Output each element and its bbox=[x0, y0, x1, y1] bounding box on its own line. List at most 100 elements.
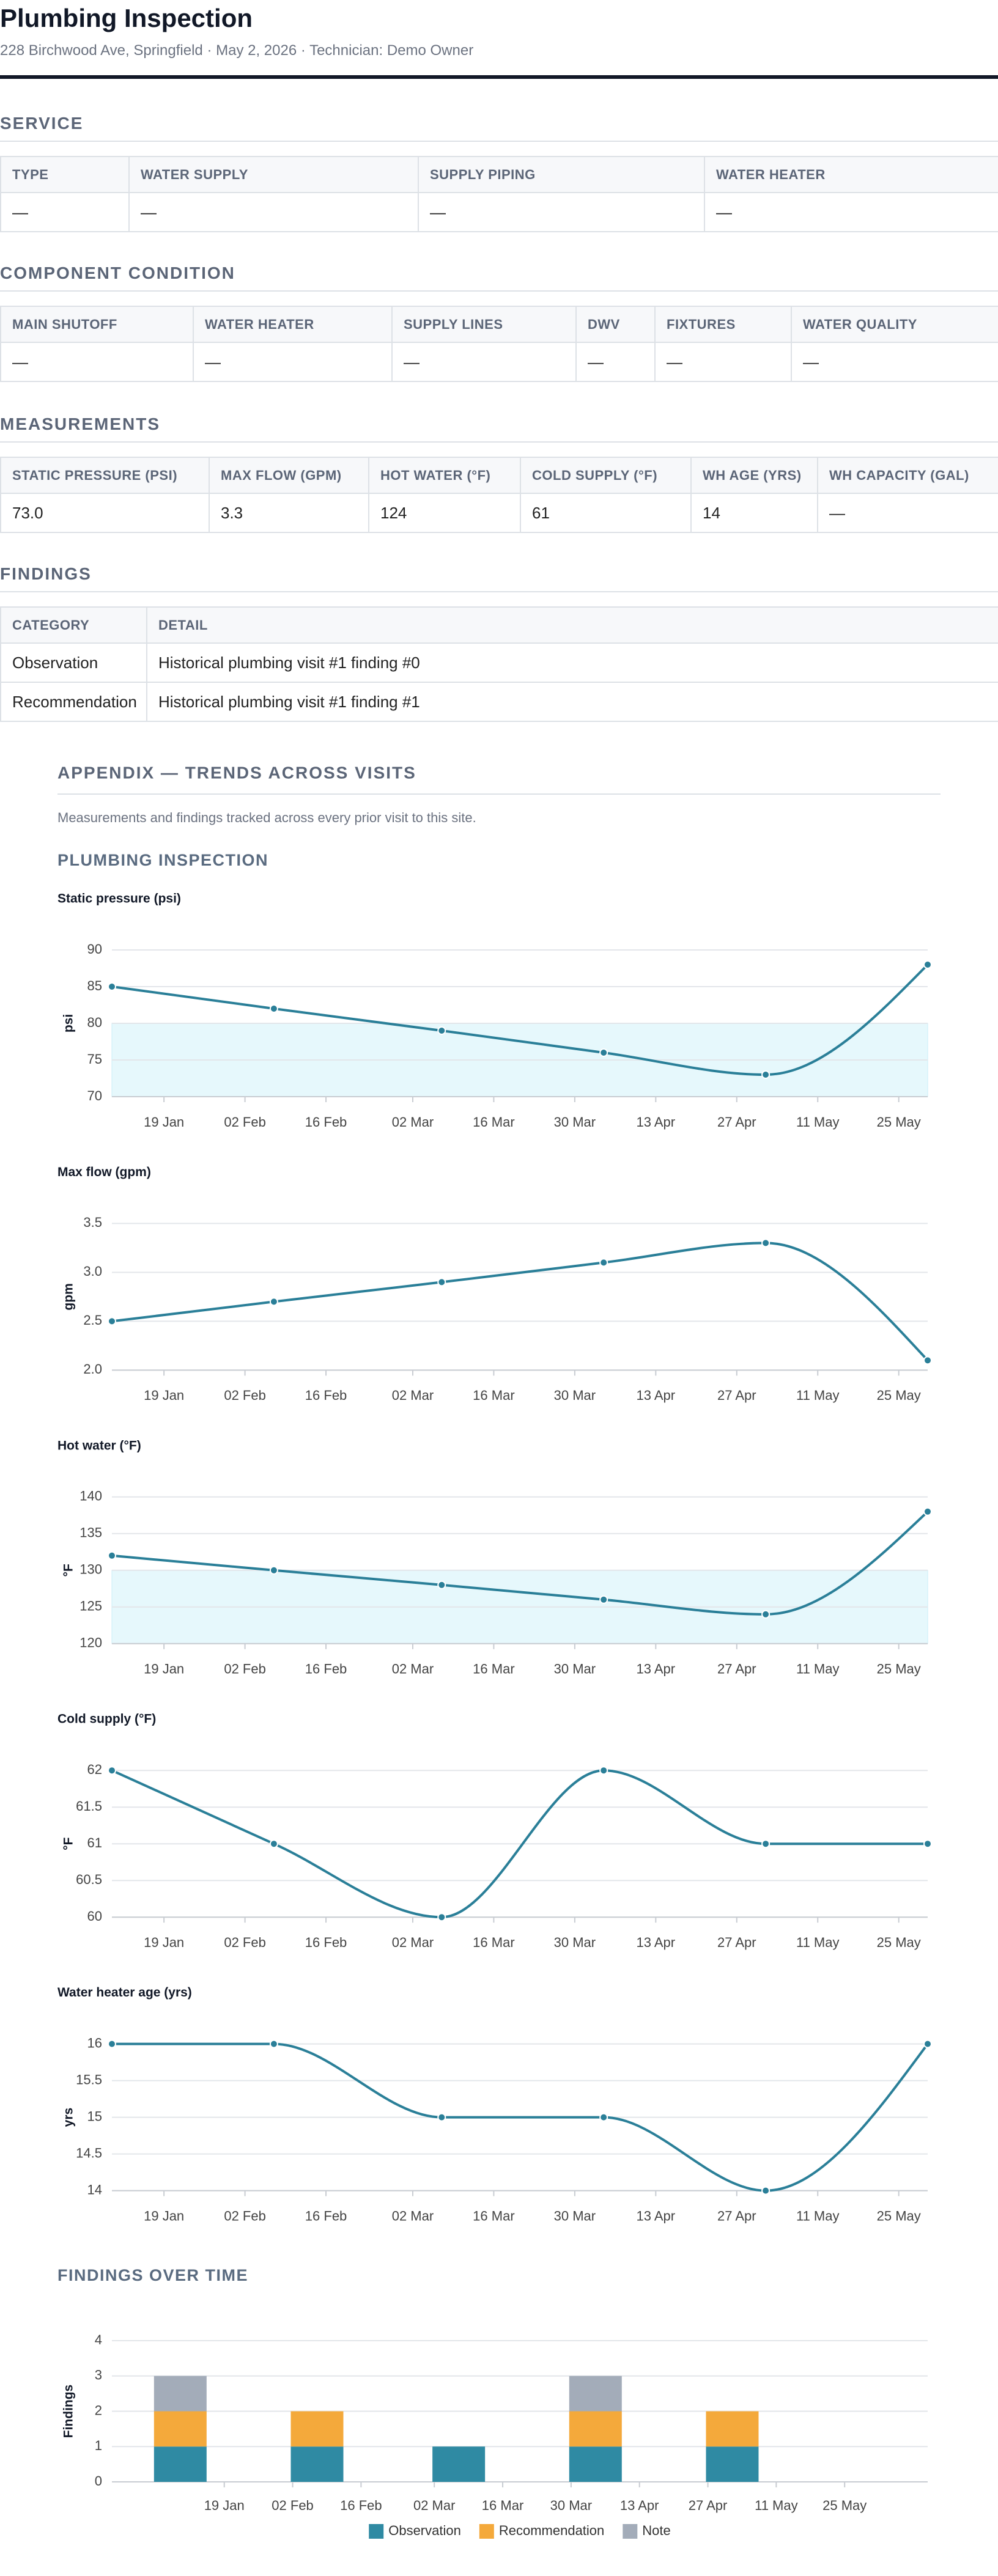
point bbox=[599, 1766, 608, 1775]
x-tick-label: 16 Feb bbox=[340, 2498, 382, 2513]
table-cell: Historical plumbing visit #1 finding #1 bbox=[146, 682, 998, 722]
point bbox=[923, 960, 932, 969]
column-header: WATER HEATER bbox=[704, 156, 998, 193]
point bbox=[437, 1913, 446, 1922]
x-tick-label: 30 Mar bbox=[554, 1935, 596, 1950]
column-header: HOT WATER (°F) bbox=[368, 457, 521, 494]
chart-title: Hot water (°F) bbox=[57, 1438, 141, 1452]
table-row: Recommendation Historical plumbing visit … bbox=[0, 682, 998, 722]
x-tick-label: 13 Apr bbox=[637, 2208, 676, 2223]
y-tick-label: 3 bbox=[95, 2368, 102, 2383]
table-cell: — bbox=[0, 192, 130, 232]
y-tick-label: 140 bbox=[79, 1489, 102, 1504]
y-tick-label: 2.0 bbox=[83, 1361, 102, 1377]
bar-segment bbox=[569, 2446, 622, 2482]
x-tick-label: 11 May bbox=[796, 1388, 840, 1403]
column-header: TYPE bbox=[0, 156, 130, 193]
header-row: CATEGORY DETAIL bbox=[0, 606, 998, 644]
x-tick-label: 02 Mar bbox=[392, 1662, 434, 1677]
x-tick-label: 11 May bbox=[755, 2498, 798, 2513]
legend-label: Observation bbox=[388, 2523, 461, 2538]
x-tick-label: 30 Mar bbox=[554, 1662, 596, 1677]
column-header: SUPPLY LINES bbox=[391, 306, 577, 343]
section-title: FINDINGS bbox=[0, 564, 92, 583]
x-tick-label: 30 Mar bbox=[550, 2498, 592, 2513]
header-row: TYPE WATER SUPPLY SUPPLY PIPING WATER HEATE… bbox=[0, 156, 998, 193]
bar-segment bbox=[290, 2446, 344, 2482]
point bbox=[761, 1610, 771, 1619]
section-rule bbox=[0, 441, 998, 443]
column-header: WH AGE (YRS) bbox=[690, 457, 818, 494]
column-header: STATIC PRESSURE (PSI) bbox=[0, 457, 210, 494]
column-header: WATER QUALITY bbox=[791, 306, 998, 343]
bar-segment bbox=[569, 2411, 622, 2447]
bar-segment bbox=[153, 2375, 207, 2412]
y-tick-label: 61 bbox=[87, 1835, 102, 1850]
x-tick-label: 16 Mar bbox=[473, 1935, 514, 1950]
y-tick-label: 0 bbox=[95, 2473, 102, 2489]
section-title: SERVICE bbox=[0, 114, 84, 133]
x-tick-label: 25 May bbox=[877, 1935, 921, 1950]
x-tick-label: 11 May bbox=[796, 2208, 840, 2223]
table-cell: — bbox=[0, 342, 194, 382]
y-tick-label: 61.5 bbox=[76, 1798, 102, 1814]
column-header: CATEGORY bbox=[0, 606, 147, 644]
x-tick-label: 25 May bbox=[877, 1388, 921, 1403]
data-table: MAIN SHUTOFF WATER HEATER SUPPLY LINES DWV F… bbox=[0, 306, 998, 382]
column-header: DWV bbox=[575, 306, 656, 343]
point bbox=[269, 1297, 278, 1306]
point bbox=[923, 1356, 932, 1365]
bar-segment bbox=[153, 2411, 207, 2447]
x-tick-label: 11 May bbox=[796, 1935, 840, 1950]
x-tick-label: 16 Mar bbox=[473, 2208, 514, 2223]
column-header: MAIN SHUTOFF bbox=[0, 306, 194, 343]
legend-swatch bbox=[369, 2524, 384, 2539]
x-tick-label: 13 Apr bbox=[637, 1114, 676, 1130]
bar-segment bbox=[706, 2411, 759, 2447]
chart-title: Water heater age (yrs) bbox=[57, 1985, 192, 2000]
x-tick-label: 16 Mar bbox=[482, 2498, 523, 2513]
point bbox=[437, 1026, 446, 1035]
point bbox=[269, 2039, 278, 2048]
bar-segment bbox=[706, 2446, 759, 2482]
y-tick-label: 3.5 bbox=[83, 1215, 102, 1230]
table-cell: — bbox=[391, 342, 577, 382]
column-header: COLD SUPPLY (°F) bbox=[520, 457, 692, 494]
point bbox=[761, 1238, 771, 1248]
x-tick-label: 02 Feb bbox=[224, 1114, 266, 1130]
x-tick-label: 13 Apr bbox=[637, 1662, 676, 1677]
y-tick-label: 85 bbox=[87, 978, 102, 993]
x-tick-label: 25 May bbox=[877, 2208, 921, 2223]
column-header: WH CAPACITY (GAL) bbox=[817, 457, 998, 494]
x-tick-label: 30 Mar bbox=[554, 2208, 596, 2223]
point bbox=[599, 2113, 608, 2122]
table-cell: — bbox=[817, 493, 998, 533]
x-tick-label: 19 Jan bbox=[144, 1935, 184, 1950]
point bbox=[269, 1566, 278, 1575]
y-tick-label: 4 bbox=[95, 2332, 102, 2347]
point bbox=[437, 1580, 446, 1589]
section-rule bbox=[0, 141, 998, 142]
section-title: MEASUREMENTS bbox=[0, 414, 161, 433]
x-tick-label: 16 Mar bbox=[473, 1114, 514, 1130]
appendix-note: Measurements and findings tracked across… bbox=[57, 810, 476, 825]
report-title: Plumbing Inspection bbox=[0, 4, 253, 32]
section-title: COMPONENT CONDITION bbox=[0, 263, 235, 282]
x-tick-label: 30 Mar bbox=[554, 1114, 596, 1130]
table-row: 73.0 3.3 124 61 14— bbox=[0, 493, 998, 533]
point bbox=[269, 1839, 278, 1849]
x-tick-label: 27 Apr bbox=[689, 2498, 728, 2513]
table-cell: — bbox=[704, 192, 998, 232]
appendix-section: PLUMBING INSPECTION bbox=[57, 851, 268, 869]
table-cell: 61 bbox=[520, 493, 692, 533]
legend-swatch bbox=[479, 2524, 494, 2539]
y-tick-label: 2 bbox=[95, 2402, 102, 2418]
column-header: DETAIL bbox=[146, 606, 998, 644]
column-header: MAX FLOW (GPM) bbox=[209, 457, 369, 494]
table-cell: 14 bbox=[690, 493, 818, 533]
header-row: MAIN SHUTOFF WATER HEATER SUPPLY LINES DWV F… bbox=[0, 306, 998, 343]
bar-segment bbox=[569, 2375, 622, 2412]
point bbox=[437, 2113, 446, 2122]
x-tick-label: 16 Mar bbox=[473, 1388, 514, 1403]
y-axis-label: Findings bbox=[62, 2385, 76, 2438]
